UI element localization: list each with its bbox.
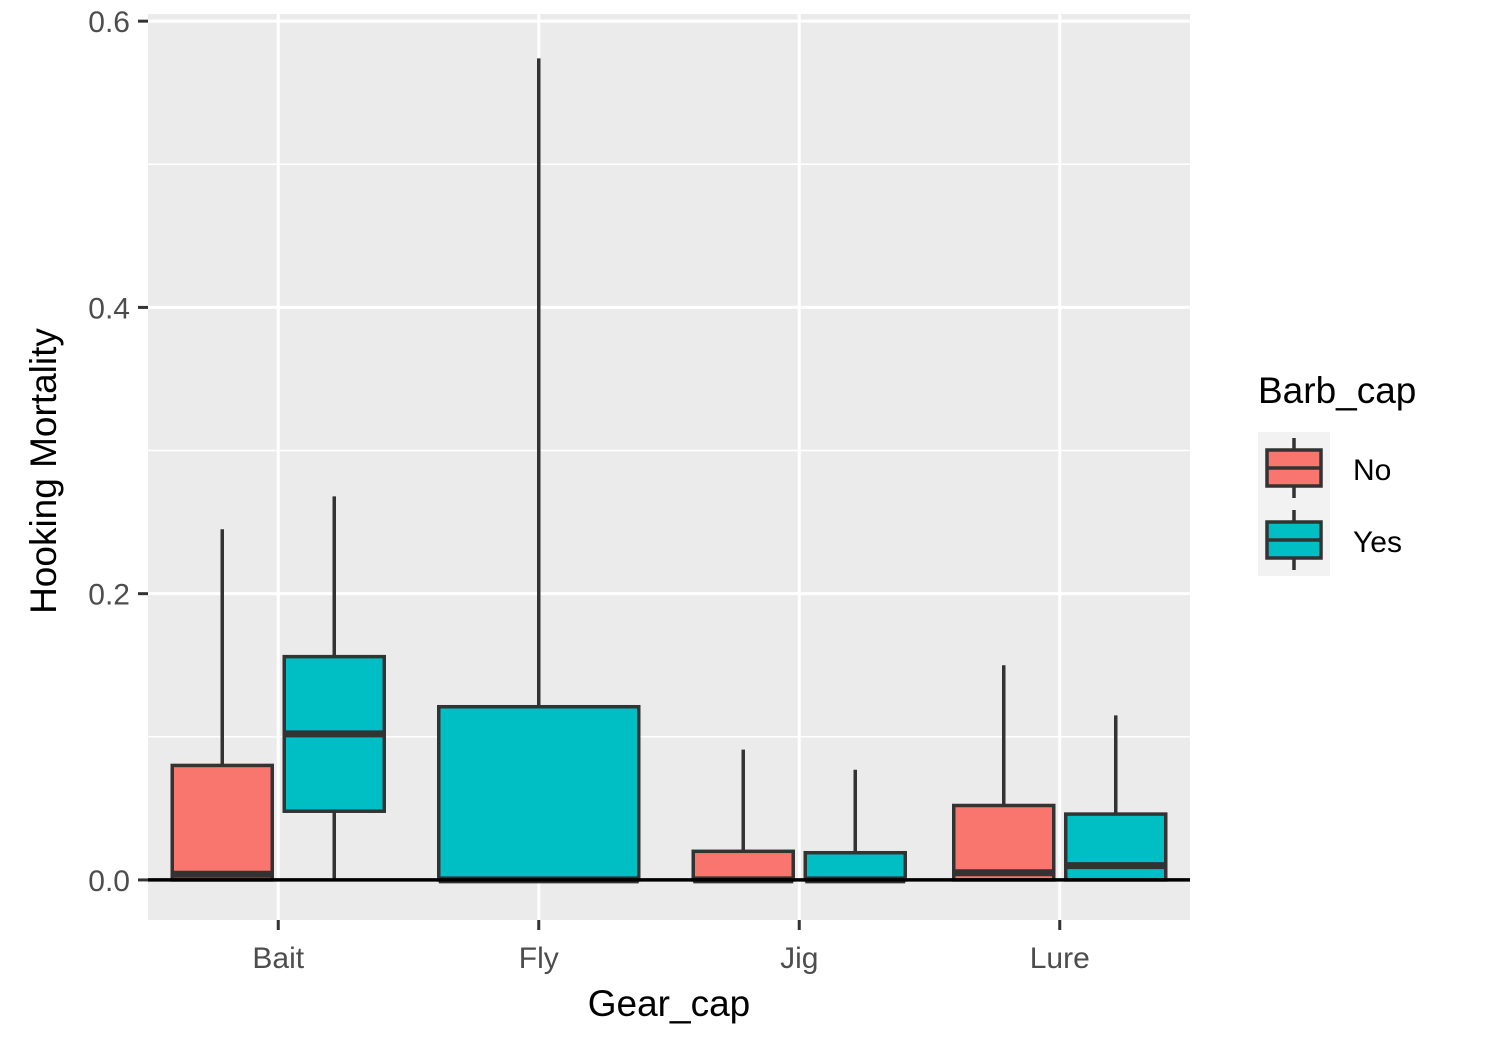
legend-title: Barb_cap bbox=[1258, 370, 1416, 411]
box-lure-yes bbox=[1064, 715, 1168, 882]
legend-label-no: No bbox=[1353, 454, 1391, 487]
legend: Barb_cap No Yes bbox=[1258, 370, 1416, 576]
y-tick-label: 0.2 bbox=[88, 579, 130, 612]
axes: 0.0 0.2 0.4 0.6 Bait Fly Jig Lure bbox=[88, 6, 1089, 975]
legend-label-yes: Yes bbox=[1353, 526, 1402, 559]
x-tick-label: Fly bbox=[519, 942, 559, 975]
box-body bbox=[1064, 812, 1168, 882]
box-fly-yes bbox=[437, 58, 641, 884]
box-bait-no bbox=[170, 529, 274, 882]
y-tick-label: 0.6 bbox=[88, 6, 130, 39]
box-body bbox=[803, 850, 907, 882]
boxplot-layer bbox=[170, 58, 1168, 884]
x-tick-label: Lure bbox=[1030, 942, 1090, 975]
box-body bbox=[170, 763, 274, 882]
y-tick-label: 0.4 bbox=[88, 292, 130, 325]
box-bait-yes bbox=[282, 496, 386, 880]
x-tick-label: Bait bbox=[252, 942, 304, 975]
x-axis-title: Gear_cap bbox=[588, 983, 751, 1024]
legend-keys bbox=[1258, 432, 1330, 576]
box-body bbox=[691, 849, 795, 882]
box-body bbox=[952, 803, 1056, 882]
box-body bbox=[437, 704, 641, 882]
y-axis-title: Hooking Mortality bbox=[23, 328, 64, 614]
legend-key-no bbox=[1265, 438, 1323, 498]
box-lure-no bbox=[952, 665, 1056, 882]
x-tick-label: Jig bbox=[780, 942, 818, 975]
y-tick-label: 0.0 bbox=[88, 865, 130, 898]
legend-key-yes bbox=[1265, 510, 1323, 570]
